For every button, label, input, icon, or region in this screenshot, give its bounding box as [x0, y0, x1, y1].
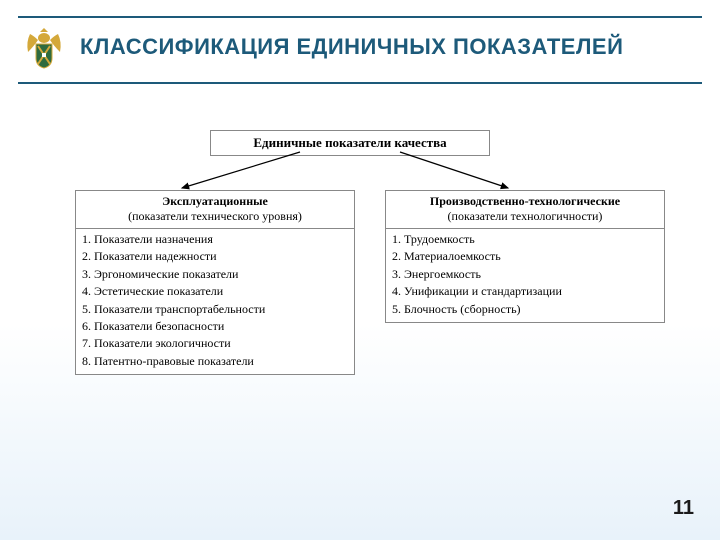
rule-top: [18, 16, 702, 18]
list-item: 1. Трудоемкость: [392, 231, 658, 248]
branch-left-list: 1. Показатели назначения 2. Показатели н…: [75, 229, 355, 375]
branch-right-list: 1. Трудоемкость 2. Материалоемкость 3. Э…: [385, 229, 665, 323]
list-item: 6. Показатели безопасности: [82, 318, 348, 335]
list-item: 3. Энергоемкость: [392, 266, 658, 283]
list-item: 2. Показатели надежности: [82, 248, 348, 265]
branch-left-head: Эксплуатационные (показатели техническог…: [75, 190, 355, 229]
list-item: 1. Показатели назначения: [82, 231, 348, 248]
rule-bottom: [18, 82, 702, 84]
page-title: КЛАССИФИКАЦИЯ ЕДИНИЧНЫХ ПОКАЗАТЕЛЕЙ: [80, 34, 623, 60]
list-item: 7. Показатели экологичности: [82, 335, 348, 352]
list-item: 4. Эстетические показатели: [82, 283, 348, 300]
list-item: 8. Патентно-правовые показатели: [82, 353, 348, 370]
tree-root-box: Единичные показатели качества: [210, 130, 490, 156]
list-item: 5. Блочность (сборность): [392, 301, 658, 318]
branch-left-subtitle: (показатели технического уровня): [82, 209, 348, 224]
list-item: 4. Унификации и стандартизации: [392, 283, 658, 300]
branch-left: Эксплуатационные (показатели техническог…: [75, 190, 355, 375]
branch-right-title: Производственно-технологические: [392, 194, 658, 209]
tree-root-label: Единичные показатели качества: [253, 135, 446, 150]
branch-right-head: Производственно-технологические (показат…: [385, 190, 665, 229]
list-item: 5. Показатели транспортабельности: [82, 301, 348, 318]
branch-right: Производственно-технологические (показат…: [385, 190, 665, 323]
emblem-icon: [20, 24, 68, 72]
branch-left-title: Эксплуатационные: [82, 194, 348, 209]
list-item: 2. Материалоемкость: [392, 248, 658, 265]
page-number: 11: [673, 497, 694, 520]
list-item: 3. Эргономические показатели: [82, 266, 348, 283]
branch-right-subtitle: (показатели технологичности): [392, 209, 658, 224]
